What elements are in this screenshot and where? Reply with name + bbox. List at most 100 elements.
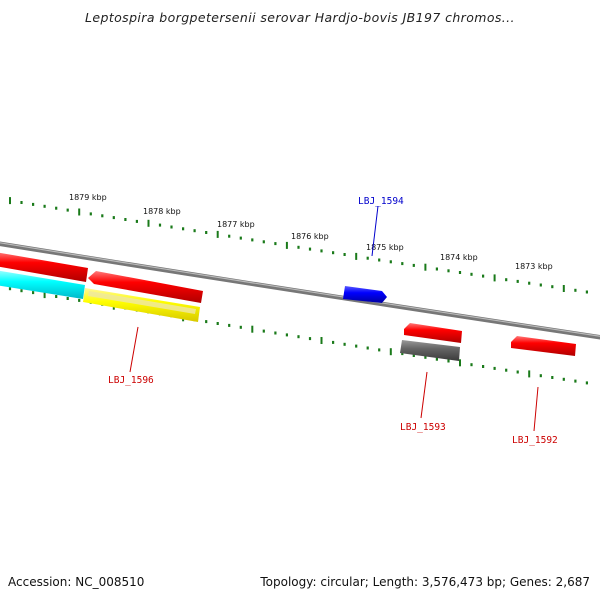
ruler-top-minor-tick xyxy=(551,285,554,289)
ruler-bottom-minor-tick xyxy=(20,289,23,293)
gene-label-lbj-1593[interactable]: LBJ_1593 xyxy=(400,422,446,433)
ruler-label-1874: 1874 kbp xyxy=(440,253,478,262)
ruler-top-minor-tick xyxy=(158,223,162,227)
ruler-bottom-minor-tick xyxy=(562,377,565,381)
ruler-bottom-minor-tick xyxy=(355,344,358,348)
accession-text: Accession: NC_008510 xyxy=(8,575,145,589)
ruler-bottom-minor-tick xyxy=(378,348,381,352)
ruler-bottom-major-tick xyxy=(459,359,461,367)
ruler-top-minor-tick xyxy=(332,251,335,255)
ruler-top-minor-tick xyxy=(539,283,542,287)
ruler-top-major-tick xyxy=(147,219,150,227)
chromosome-backbone-highlight xyxy=(0,242,600,337)
ruler-top-minor-tick xyxy=(193,229,196,233)
ruler-bottom-minor-tick xyxy=(8,287,12,291)
ruler-top-minor-tick xyxy=(482,274,485,278)
gene-feature-lbj-1596-arrow[interactable] xyxy=(88,271,203,303)
ruler-bottom-minor-tick xyxy=(412,354,415,357)
ruler-bottom-major-tick xyxy=(389,348,392,356)
ruler-top-minor-tick xyxy=(366,256,369,260)
gene-feature-red-left[interactable] xyxy=(0,252,88,282)
label-leader-lbj-1596 xyxy=(129,326,139,373)
ruler-top-major-tick xyxy=(216,230,219,238)
ruler-bottom-minor-tick xyxy=(493,366,496,370)
ruler-top-minor-tick xyxy=(401,262,404,266)
gene-label-lbj-1594[interactable]: LBJ_1594 xyxy=(358,196,404,207)
ruler-bottom-major-tick xyxy=(43,291,46,299)
ruler-bottom-minor-tick xyxy=(332,340,335,344)
ruler-top-minor-tick xyxy=(435,267,438,271)
ruler-bottom-minor-tick xyxy=(66,297,69,300)
gene-feature-lbj-1593-arrow[interactable] xyxy=(404,323,462,343)
gene-feature-lbj-1592[interactable] xyxy=(511,336,576,356)
gene-label-lbj-1592[interactable]: LBJ_1592 xyxy=(512,435,558,446)
ruler-label-1878: 1878 kbp xyxy=(143,207,181,216)
ruler-bottom-minor-tick xyxy=(424,355,427,359)
gene-feature-yellow-highlight xyxy=(88,291,196,314)
ruler-label-1877: 1877 kbp xyxy=(217,220,255,229)
ruler-top-minor-tick xyxy=(228,234,231,238)
ruler-bottom-minor-tick xyxy=(297,335,300,339)
ruler-top-minor-tick xyxy=(470,272,473,276)
ruler-labels: 1879 kbp 1878 kbp 1877 kbp 1876 kbp 1875… xyxy=(69,193,553,271)
ruler-top-minor-tick xyxy=(262,240,265,244)
chromosome-backbone xyxy=(0,241,600,340)
ruler-bottom-minor-tick xyxy=(205,320,208,324)
ruler-top-minor-tick xyxy=(251,238,254,242)
ruler-top-minor-tick xyxy=(516,279,519,283)
ruler-top-minor-tick xyxy=(378,258,381,262)
ruler-bottom-major-tick xyxy=(528,370,531,378)
ruler-top-minor-tick xyxy=(239,236,242,240)
ruler-top-minor-tick xyxy=(458,271,462,274)
ruler-bottom-minor-tick xyxy=(274,331,277,335)
ruler-top-minor-tick xyxy=(124,218,127,221)
ruler-bottom-minor-tick xyxy=(505,368,508,372)
ruler-top-minor-tick xyxy=(182,227,185,231)
ruler-bottom-minor-tick xyxy=(228,323,231,327)
ruler-top-minor-tick xyxy=(412,263,415,267)
ruler-bottom-major-tick xyxy=(320,337,323,344)
ruler-bottom-minor-tick xyxy=(366,346,369,350)
ruler-bottom-minor-tick xyxy=(216,322,219,325)
ruler-top-minor-tick xyxy=(274,242,277,246)
ruler-top-minor-tick xyxy=(89,212,92,216)
topology-text: Topology: circular; Length: 3,576,473 bp… xyxy=(260,575,590,589)
ruler-top-minor-tick xyxy=(343,253,346,256)
ruler-top-minor-tick xyxy=(170,225,173,229)
ruler-bottom-minor-tick xyxy=(308,337,312,341)
ruler-top-minor-tick xyxy=(32,202,35,206)
ruler-bottom-minor-tick xyxy=(435,357,438,361)
ruler-bottom-minor-tick xyxy=(401,352,404,356)
ruler-top-major-tick xyxy=(78,208,81,216)
ruler-top-major-tick xyxy=(285,241,288,249)
ruler-bottom-minor-tick xyxy=(585,381,588,385)
ruler-top-minor-tick xyxy=(528,281,531,285)
ruler-top-major-tick xyxy=(9,197,11,205)
ruler-top-minor-tick xyxy=(20,201,23,204)
ruler-top-minor-tick xyxy=(101,214,104,218)
ruler-bottom-minor-tick xyxy=(551,376,554,379)
ruler-top-major-tick xyxy=(355,252,358,260)
ruler-bottom-minor-tick xyxy=(262,329,265,333)
ruler-bottom-minor-tick xyxy=(516,370,519,374)
ruler-label-1879: 1879 kbp xyxy=(69,193,107,202)
ruler-top-minor-tick xyxy=(43,204,46,208)
ruler-bottom-major-tick xyxy=(251,325,254,333)
ruler-bottom-minor-tick xyxy=(239,325,242,329)
gene-feature-lbj-1594[interactable] xyxy=(343,286,387,303)
ruler-label-1876: 1876 kbp xyxy=(291,232,329,241)
ruler-label-1873: 1873 kbp xyxy=(515,262,553,271)
ruler-bottom-minor-tick xyxy=(78,298,81,302)
ruler-top-minor-tick xyxy=(389,260,392,264)
ruler-top-minor-tick xyxy=(66,208,69,212)
ruler-top-minor-tick xyxy=(297,245,300,249)
gene-label-lbj-1596[interactable]: LBJ_1596 xyxy=(108,375,154,386)
ruler-bottom-minor-tick xyxy=(574,379,577,383)
label-leader-lbj-1594 xyxy=(371,205,379,257)
gene-feature-cyan[interactable] xyxy=(0,270,85,299)
ruler-bottom-minor-tick xyxy=(470,363,473,367)
ruler-top-major-tick xyxy=(562,285,565,292)
gene-feature-lbj-1593[interactable] xyxy=(400,340,460,361)
